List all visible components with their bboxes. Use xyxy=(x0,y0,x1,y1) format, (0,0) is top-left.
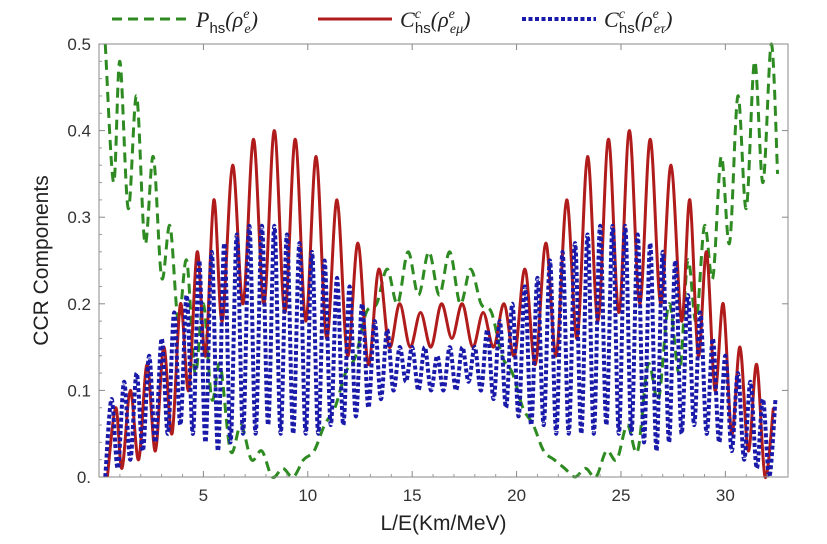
plot-frame xyxy=(98,43,789,478)
legend-label-1: Cc hs(ρe eμ) xyxy=(400,7,470,37)
x-tick-label: 25 xyxy=(612,486,631,505)
series-line-2 xyxy=(103,223,778,479)
x-tick-label: 30 xyxy=(716,486,735,505)
x-axis-title: L/E(Km/MeV) xyxy=(380,512,506,535)
x-tick-label: 20 xyxy=(507,486,526,505)
y-tick-label: 0.1 xyxy=(67,381,91,400)
y-tick-label: 0.3 xyxy=(67,208,91,227)
x-tick-label: 5 xyxy=(199,486,208,505)
y-tick-label: 0.4 xyxy=(67,122,91,141)
axis-ticks: 5 10 15 20 25 30 0. 0.1 0.2 0.3 0.4 0.5 xyxy=(67,35,789,505)
legend-label-2: Cc hs(ρe eτ) xyxy=(604,7,672,37)
y-tick-label: 0. xyxy=(77,468,91,487)
x-tick-label: 10 xyxy=(298,486,317,505)
x-tick-label: 15 xyxy=(403,486,422,505)
y-tick-label: 0.2 xyxy=(67,295,91,314)
legend-label-0: Phs(ρe e) xyxy=(195,7,258,37)
series-layer xyxy=(103,42,780,479)
y-axis-title: CCR Components xyxy=(30,175,53,345)
series-line-0 xyxy=(103,42,780,479)
series-line-1 xyxy=(105,129,775,479)
y-tick-label: 0.5 xyxy=(67,35,91,54)
legend: Phs(ρe e) Cc hs(ρe eμ) Cc hs(ρe eτ) xyxy=(112,7,672,37)
